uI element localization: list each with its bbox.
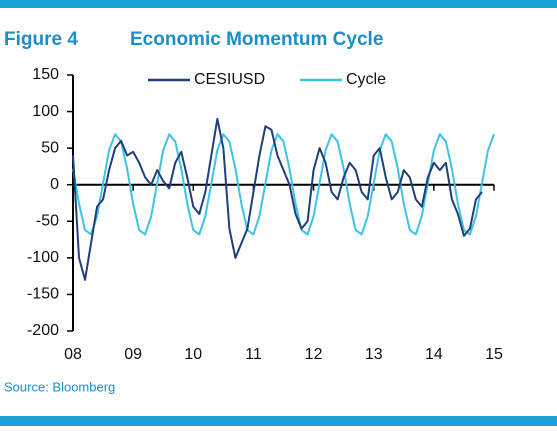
series-line	[72, 117, 483, 281]
y-tick-label: -150	[27, 286, 59, 303]
bottom-bar	[0, 416, 557, 426]
y-tick-label: -50	[36, 213, 59, 230]
legend-label: Cycle	[346, 71, 386, 88]
figure-label: Figure 4	[4, 29, 78, 50]
legend-label: CESIUSD	[194, 71, 265, 88]
y-tick-label: 0	[50, 176, 59, 193]
y-tick-label: -200	[27, 322, 59, 339]
x-tick-label: 08	[64, 346, 82, 363]
x-tick-label: 14	[425, 346, 443, 363]
source: Source: Bloomberg	[4, 379, 115, 394]
x-tick-label: 10	[184, 346, 202, 363]
x-tick-label: 15	[485, 346, 503, 363]
series-line	[72, 133, 495, 236]
top-bar	[0, 0, 557, 8]
x-tick-label: 12	[305, 346, 323, 363]
x-tick-label: 09	[124, 346, 142, 363]
y-tick-label: 150	[32, 66, 59, 83]
chart-title: Economic Momentum Cycle	[130, 29, 383, 50]
y-tick-label: -100	[27, 249, 59, 266]
x-tick-label: 11	[245, 346, 262, 363]
x-tick-label: 13	[365, 346, 383, 363]
y-tick-label: 50	[41, 139, 59, 156]
y-tick-label: 100	[32, 103, 59, 120]
